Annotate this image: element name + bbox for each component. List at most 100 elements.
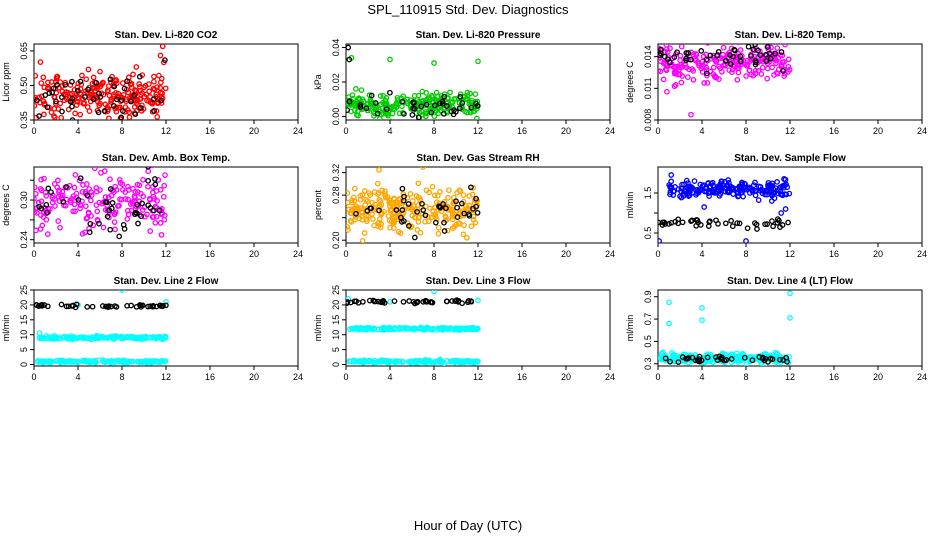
data-point (44, 231, 51, 237)
data-point (346, 107, 351, 113)
data-point (53, 98, 59, 105)
data-point (457, 93, 464, 100)
x-tick-label: 24 (605, 372, 615, 382)
data-point (676, 71, 683, 78)
data-point (99, 80, 106, 87)
data-point (429, 183, 436, 190)
x-tick-label: 20 (561, 126, 571, 136)
data-point (92, 357, 99, 364)
series-secondary (36, 167, 163, 240)
data-points (34, 290, 169, 366)
data-point (411, 99, 417, 106)
data-point (107, 76, 114, 83)
data-point (88, 358, 95, 365)
data-point (774, 45, 781, 51)
data-point (152, 176, 158, 182)
data-point (55, 218, 62, 224)
data-point (51, 333, 58, 339)
data-point (726, 49, 733, 56)
data-point (680, 351, 687, 358)
data-point (100, 358, 107, 365)
data-point (760, 356, 766, 362)
y-tick-label: 0.35 (19, 111, 29, 129)
data-point (408, 223, 415, 230)
data-point (767, 55, 774, 62)
data-point (150, 214, 157, 220)
x-tick-label: 20 (873, 249, 883, 259)
data-point (420, 298, 427, 305)
data-point (77, 111, 84, 118)
data-point (452, 298, 459, 304)
data-point (662, 221, 668, 227)
data-point (356, 215, 363, 222)
y-axis-label: ml/min (313, 315, 323, 342)
data-point (99, 303, 106, 309)
data-point (352, 107, 358, 114)
x-tick-label: 16 (205, 249, 215, 259)
data-point (704, 357, 711, 364)
data-point (462, 326, 469, 333)
data-point (381, 325, 388, 332)
y-axis-label: ml/min (625, 315, 635, 342)
x-tick-label: 24 (917, 372, 927, 382)
data-point (427, 299, 434, 305)
y-tick-label: 10 (19, 330, 29, 340)
data-point (764, 75, 771, 82)
data-point (747, 58, 753, 65)
data-point (109, 200, 116, 206)
data-points (658, 290, 793, 366)
series-secondary (658, 44, 786, 77)
data-point (43, 192, 50, 199)
data-point (136, 182, 143, 189)
chart-panel: Stan. Dev. Amb. Box Temp. degrees C 0 4 8 12 1… (1, 153, 303, 259)
data-point (124, 207, 131, 214)
data-point (449, 298, 455, 304)
data-point (748, 53, 754, 59)
data-point (677, 64, 684, 71)
y-tick-label: 0.5 (643, 335, 653, 348)
data-point (703, 185, 710, 192)
data-point (157, 302, 163, 309)
data-point (60, 198, 67, 205)
y-tick-label: 0.04 (331, 39, 341, 57)
data-point (72, 172, 79, 178)
data-point (77, 205, 83, 212)
data-point (752, 67, 759, 74)
data-point (365, 358, 372, 365)
data-point (469, 359, 476, 365)
data-point (689, 354, 696, 361)
data-point (95, 99, 101, 105)
data-point (107, 226, 114, 233)
data-point (431, 192, 438, 199)
data-point (464, 89, 471, 96)
data-point (361, 230, 368, 236)
data-point (113, 96, 120, 103)
data-point (391, 225, 397, 231)
data-point (73, 335, 80, 341)
data-point (145, 168, 152, 175)
data-point (723, 39, 727, 43)
x-tick-label: 0 (343, 126, 348, 136)
data-point (750, 182, 757, 189)
data-point (658, 350, 665, 357)
data-point (680, 190, 687, 197)
x-tick-label: 12 (473, 249, 483, 259)
data-point (664, 49, 671, 55)
data-point (468, 184, 474, 191)
x-tick-label: 8 (743, 372, 748, 382)
series-secondary (658, 216, 791, 232)
y-tick-label: 25 (19, 285, 29, 295)
data-point (58, 301, 65, 308)
data-point (116, 358, 123, 365)
data-point (393, 207, 400, 213)
data-point (116, 176, 123, 183)
data-point (752, 220, 758, 226)
data-point (108, 79, 114, 86)
y-tick-label: 10 (331, 330, 341, 340)
data-point (689, 217, 695, 224)
data-point (473, 195, 479, 202)
data-point (458, 200, 465, 207)
data-point (375, 191, 381, 197)
data-point (74, 95, 81, 102)
